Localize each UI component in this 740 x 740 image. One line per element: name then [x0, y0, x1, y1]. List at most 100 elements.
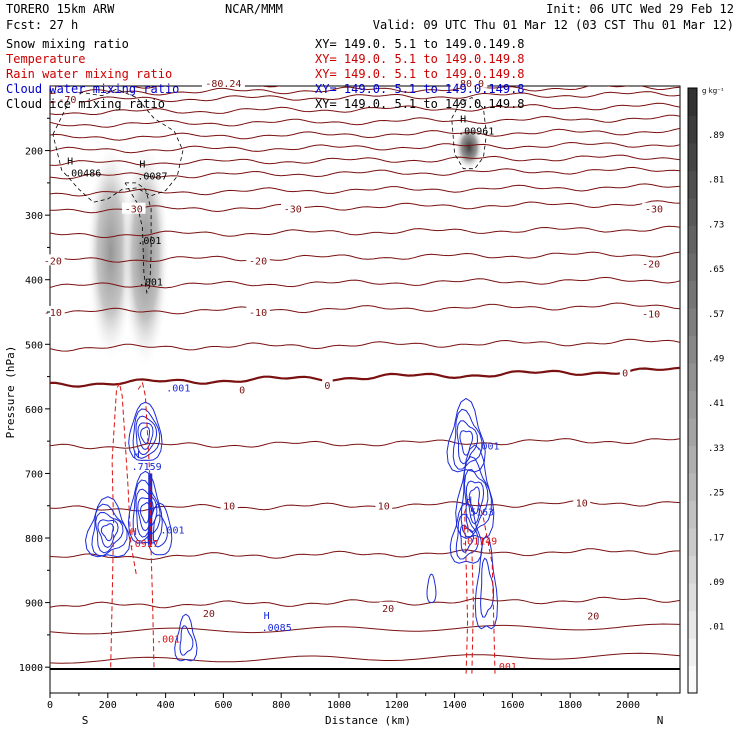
colorbar-segment — [688, 170, 697, 199]
temperature-label: 20 — [382, 604, 394, 615]
y-tick-label: 700 — [25, 469, 43, 480]
colorbar-segment — [688, 280, 697, 309]
legend-entry-label: Temperature — [6, 52, 85, 66]
colorbar-segment — [688, 610, 697, 639]
colorbar-tick-label: .25 — [708, 489, 724, 499]
temperature-label-bg — [201, 76, 245, 88]
plot-area: -70 -80.24 -80.0 -30 -30 -30 -20 -20 -20 -10 -10 -1… — [41, 76, 681, 694]
colorbar-tick-label: .41 — [708, 399, 724, 409]
colorbar-segment — [688, 115, 697, 144]
temperature-label-bg — [122, 202, 146, 214]
y-tick-label: 400 — [25, 276, 43, 287]
colorbar-segment — [688, 528, 697, 556]
cloud-water-contour — [452, 408, 483, 470]
maximum-label: .01149 — [461, 536, 497, 547]
colorbar-tick-label: .33 — [708, 444, 724, 454]
colorbar-frame — [687, 87, 698, 694]
cloud-water-contour — [465, 480, 485, 525]
colorbar-segment — [688, 390, 697, 419]
temperature-label: -10 — [249, 308, 267, 319]
x-tick-label: 1000 — [327, 700, 351, 711]
colorbar-segment — [688, 555, 697, 584]
temperature-label: -10 — [642, 309, 660, 320]
rain-water-contour — [110, 381, 138, 668]
x-tick-label: 800 — [272, 700, 290, 711]
cloud-water-contour — [97, 519, 119, 548]
cloud-water-contour — [91, 503, 128, 557]
maximum-label: .001 — [166, 383, 190, 394]
temperature-label: -20 — [249, 256, 267, 267]
colorbar-segment — [688, 335, 697, 364]
colorbar-segment — [688, 308, 697, 336]
legend-entry-label: Cloud water mixing ratio — [6, 82, 179, 96]
rain-water-contour — [137, 381, 155, 668]
colorbar-segment — [688, 500, 697, 529]
cloud-water-contour — [455, 513, 479, 560]
maximum-label: .001 — [156, 635, 180, 646]
y-tick-label: 200 — [25, 147, 43, 158]
maximum-marker: H — [463, 524, 469, 535]
cloud-water-contour — [174, 613, 198, 662]
header-org: NCAR/MMM — [225, 2, 283, 16]
rain-water-contour — [464, 499, 470, 674]
temperature-label-bg — [41, 254, 65, 266]
colorbar-segment — [688, 225, 697, 254]
isotherm-line — [50, 154, 680, 166]
colorbar-segment — [688, 638, 697, 666]
y-tick-label: 800 — [25, 534, 43, 545]
colorbar-tick-label: .09 — [708, 578, 724, 588]
cloud-water-core — [148, 473, 153, 545]
snow-shading-layer — [86, 124, 484, 371]
temperature-label: -30 — [284, 205, 302, 216]
x-tick-label: 1400 — [443, 700, 467, 711]
cloud-ice-contour — [124, 182, 152, 294]
isotherm-line — [50, 102, 680, 116]
isotherm-line — [50, 86, 680, 96]
temperature-label-bg — [200, 606, 218, 618]
colorbar-segment — [688, 418, 697, 446]
maximum-label: .001 — [139, 278, 163, 289]
isotherm-line — [50, 200, 680, 214]
x-tick-label: 1800 — [558, 700, 582, 711]
temperature-label-bg — [584, 609, 602, 621]
temperature-labels: -70 -80.24 -80.0 -30 -30 -30 -20 -20 -20 -10 -10 -1… — [41, 76, 666, 623]
temperature-label-bg — [639, 307, 663, 319]
temperature-label: 0 — [622, 369, 628, 380]
maximum-marker: H — [134, 450, 140, 461]
legend-entry-xy: XY= 149.0. 5.1 to 149.0.149.8 — [315, 52, 525, 66]
y-tick-label: 600 — [25, 405, 43, 416]
x-tick-label: 0 — [47, 700, 53, 711]
legend-entry-xy: XY= 149.0. 5.1 to 149.0.149.8 — [315, 82, 525, 96]
x-tick-label: 400 — [157, 700, 175, 711]
maximum-marker: H — [139, 160, 145, 171]
colorbar-segment — [688, 143, 697, 171]
maximum-label: .001 — [160, 526, 184, 537]
cloud-water-contour — [137, 422, 154, 451]
maximum-marker: H — [67, 156, 73, 167]
temperature-label: -80.24 — [205, 79, 241, 90]
cloud-water-contour — [474, 534, 499, 630]
colorbar: .89 .81 .73 .65 .57 .49 .41 .33 .25 .17 .09 .01 — [687, 87, 724, 694]
x-axis-title: Distance (km) — [325, 714, 411, 727]
temperature-label: -20 — [642, 260, 660, 271]
temperature-label: 10 — [576, 499, 588, 510]
maximum-label: .00486 — [65, 168, 101, 179]
temperature-label: 0 — [324, 381, 330, 392]
cloud-water-contour — [128, 401, 163, 461]
cloud-water-contour — [460, 455, 492, 538]
legend-entry-label: Snow mixing ratio — [6, 37, 129, 51]
isotherm-line — [50, 86, 399, 89]
y-tick-label: 500 — [25, 340, 43, 351]
temperature-label: 10 — [378, 502, 390, 513]
cloud-water-contour — [455, 444, 495, 539]
isotherm-line — [50, 652, 680, 664]
legend-entry-label: Rain water mixing ratio — [6, 67, 172, 81]
x-tick-label: 2000 — [616, 700, 640, 711]
colorbar-segment — [688, 473, 697, 501]
isotherm-line — [50, 438, 680, 450]
temperature-label-bg — [379, 601, 397, 613]
colorbar-segment — [688, 198, 697, 226]
cloud-water-contour — [468, 486, 480, 515]
isotherm-line — [50, 91, 680, 104]
isotherm-line — [50, 596, 680, 609]
